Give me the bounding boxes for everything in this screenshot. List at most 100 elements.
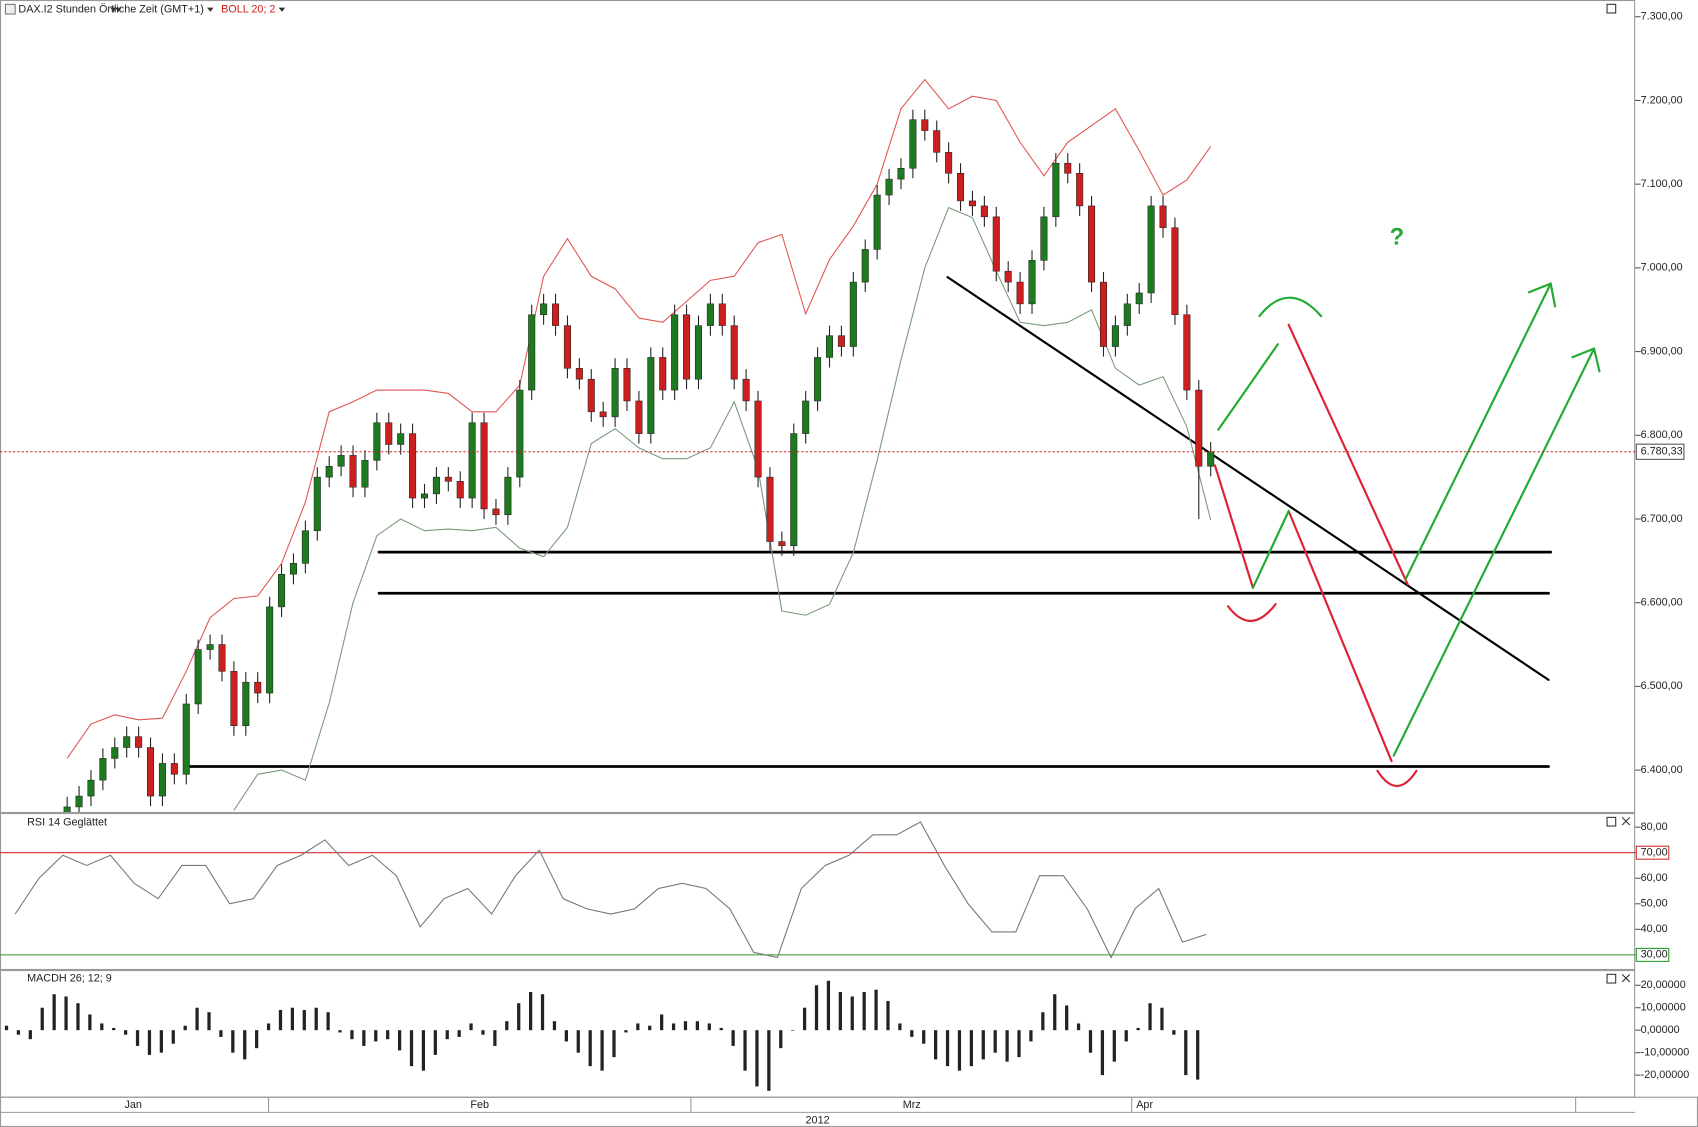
y-tick-label: 6.700,00 [1641, 513, 1683, 525]
scenario-green-arrow [1404, 282, 1557, 581]
indicator-label[interactable]: BOLL 20; 2 [221, 4, 275, 16]
histogram-bar [791, 1030, 795, 1031]
candle-body [135, 736, 143, 748]
histogram-bar [183, 1025, 187, 1031]
month-label: Mrz [903, 1099, 921, 1111]
histogram-bar [945, 1030, 950, 1067]
histogram-bar [719, 1027, 723, 1031]
histogram-bar [588, 1030, 592, 1067]
y-tick-label-box [1635, 845, 1670, 860]
chart-icon[interactable] [4, 3, 16, 15]
histogram-bar [409, 1030, 414, 1067]
y-tick-label: 30,00 [1641, 949, 1668, 961]
scenario-green [1251, 509, 1290, 589]
candle-body [75, 795, 83, 808]
annotation: ? [1390, 223, 1405, 250]
candle-body [718, 303, 726, 326]
candle-body [552, 303, 560, 326]
candle-body [623, 368, 631, 402]
candle-body [933, 130, 941, 153]
dropdown-arrow [110, 7, 117, 12]
candle-body [230, 671, 238, 727]
rsi-line [14, 821, 1207, 959]
y-tick-label: 70,00 [1641, 847, 1668, 859]
histogram-bar [28, 1030, 32, 1040]
macd-title[interactable]: MACDH 26; 12; 9 [27, 973, 112, 985]
candle-body [575, 368, 583, 380]
candle-body [254, 681, 262, 694]
candle-body [587, 378, 595, 413]
candle-body [1195, 389, 1203, 467]
candle-body [647, 357, 655, 434]
candle-body [516, 389, 524, 478]
rsi-title[interactable]: RSI 14 Geglättet [27, 817, 107, 829]
histogram-bar [481, 1030, 485, 1035]
candle-body [325, 465, 333, 478]
trend-line [946, 276, 1550, 681]
maximize-button[interactable] [1606, 973, 1617, 984]
drawings [184, 276, 1601, 788]
scenario-red [1226, 603, 1277, 622]
maximize-button[interactable] [1606, 816, 1617, 827]
maximize-button[interactable] [1606, 3, 1617, 14]
candle-body [540, 303, 548, 316]
y-tick-label: 7.000,00 [1641, 262, 1683, 274]
candle-body [182, 703, 190, 775]
histogram-bar [1005, 1030, 1009, 1062]
candle-body [492, 508, 500, 516]
close-button[interactable] [1621, 816, 1631, 826]
histogram-bar [338, 1030, 342, 1033]
histogram-bar [993, 1030, 997, 1053]
y-tick-label: 50,00 [1641, 898, 1668, 910]
histogram-bar [1184, 1030, 1188, 1076]
histogram-bar [457, 1030, 461, 1037]
histogram-bar [576, 1030, 580, 1053]
y-tick-label: 6.400,00 [1641, 764, 1683, 776]
histogram-bar [564, 1030, 568, 1042]
histogram-bar [1053, 994, 1057, 1031]
dropdown-arrow [115, 7, 122, 12]
candle-body [373, 422, 381, 461]
candle-body [504, 476, 512, 516]
candle-body [814, 357, 822, 402]
candle-body [313, 476, 321, 531]
candle-body [278, 573, 286, 608]
candle-body [1147, 205, 1155, 294]
candle-body [385, 422, 393, 445]
candle-body [599, 411, 607, 418]
candle-body [1135, 292, 1143, 305]
plot-area [63, 78, 1215, 812]
histogram-bar [517, 1003, 521, 1031]
histogram-bar [123, 1030, 128, 1035]
candle-body [968, 200, 976, 207]
histogram-bar [767, 1030, 771, 1091]
histogram-bar [350, 1030, 354, 1040]
year-label: 2012 [806, 1114, 830, 1126]
histogram-bar [266, 1023, 271, 1031]
y-tick-label: 7.100,00 [1641, 178, 1683, 190]
y-tick-label: 0,00000 [1641, 1024, 1680, 1036]
histogram-bar [1172, 1030, 1176, 1035]
y-tick-label: 20,00000 [1641, 979, 1686, 991]
histogram-bar [600, 1030, 604, 1071]
histogram-bar [100, 1023, 104, 1031]
histogram-bar [386, 1030, 390, 1040]
scenario-green [1217, 343, 1279, 431]
histogram-bar [469, 1023, 473, 1031]
histogram-bar [147, 1030, 152, 1055]
candle-body [957, 173, 965, 202]
y-tick-label: -20,00000 [1641, 1069, 1690, 1081]
histogram-bar [624, 1030, 628, 1033]
histogram-bar [374, 1030, 378, 1042]
y-tick-label: 7.200,00 [1641, 94, 1683, 106]
candle-body [147, 747, 155, 797]
y-tick-label: 6.900,00 [1641, 345, 1683, 357]
candle-body [99, 758, 107, 781]
histogram-bar [850, 996, 854, 1031]
close-button[interactable] [1621, 973, 1631, 983]
chart-title: DAX.I2 Stunden Örtliche Zeit (GMT+1) [18, 4, 203, 16]
histogram-bar [1112, 1030, 1116, 1062]
candle-body [1052, 162, 1060, 218]
histogram-bar [314, 1007, 318, 1031]
y-tick-label: 6.800,00 [1641, 429, 1683, 441]
